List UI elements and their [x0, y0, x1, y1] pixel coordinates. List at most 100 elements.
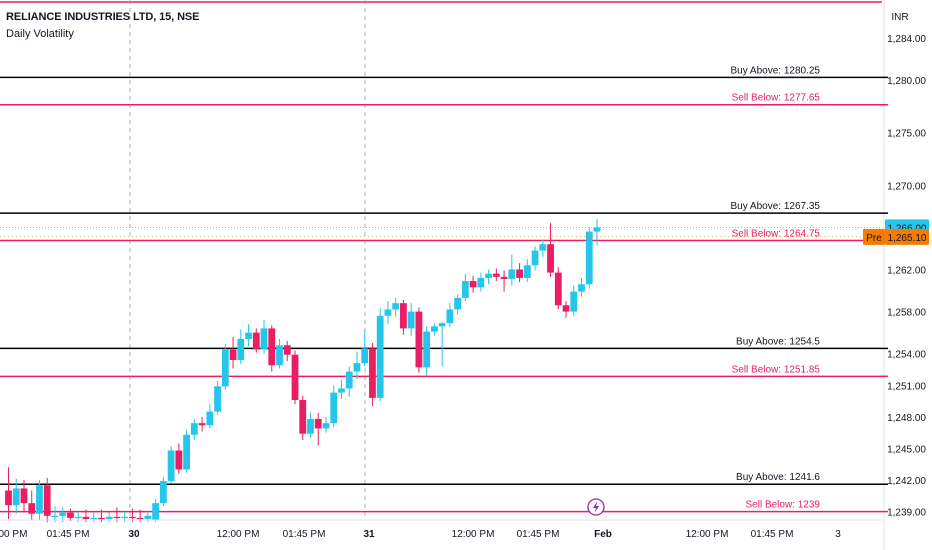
time-axis[interactable]: 12:00 PM 01:45 PM 30 12:00 PM 01:45 PM 31 12:0… [0, 519, 882, 540]
event-marker[interactable] [587, 498, 605, 516]
candle-body [12, 488, 20, 506]
candle-body [252, 332, 260, 350]
candle-body [469, 281, 477, 288]
y-tick-label: 1,258.00 [887, 308, 926, 319]
candle-body [438, 323, 446, 327]
candle-body [361, 348, 369, 364]
y-tick-label: 1,262.00 [887, 265, 926, 276]
candle-body [345, 371, 353, 389]
candle-body [330, 392, 338, 424]
x-tick-label: 12:00 PM [452, 529, 495, 540]
candle-body [74, 516, 82, 519]
buy-level-label: Buy Above: 1241.6 [736, 472, 820, 483]
candle-body [237, 338, 245, 360]
candle-body [562, 305, 570, 312]
candle-body [570, 291, 578, 312]
candle-body [578, 284, 585, 292]
candle-body [392, 303, 400, 310]
buy-level-label: Buy Above: 1267.35 [730, 201, 820, 212]
candle-body [283, 345, 291, 355]
x-tick-label: 30 [128, 529, 140, 540]
candle-body [43, 485, 51, 516]
candle-body [291, 354, 299, 400]
y-tick-label: 1,245.00 [887, 444, 926, 455]
candle-body [314, 418, 322, 429]
x-tick-label: 01:45 PM [283, 529, 326, 540]
candle-body [221, 349, 229, 387]
x-tick-label: 01:45 PM [751, 529, 794, 540]
candle-body [508, 269, 516, 279]
candle-body [430, 326, 438, 332]
buy-level-label: Buy Above: 1254.5 [736, 336, 820, 347]
candle-body [214, 386, 221, 412]
sell-level-label: Sell Below: 1264.75 [732, 229, 821, 240]
candle-body [593, 227, 601, 232]
candle-body [500, 276, 508, 279]
candle-body [539, 244, 547, 251]
sell-level-label: Sell Below: 1239 [746, 500, 821, 511]
x-tick-label: 31 [363, 529, 375, 540]
candle-body [276, 345, 283, 366]
candle-body [144, 515, 152, 519]
y-tick-label: 1,239.00 [887, 508, 926, 519]
candle-body [67, 512, 74, 518]
price-lines [0, 226, 882, 238]
candle-body [492, 273, 500, 277]
candle-body [407, 311, 415, 329]
session-separators [0, 0, 882, 520]
candle-body [198, 423, 206, 426]
candle-body [307, 418, 314, 434]
indicator-name[interactable]: Daily Volatility [6, 28, 74, 40]
candle-body [28, 503, 36, 514]
y-tick-label: 1,275.00 [887, 129, 926, 140]
candle-body [547, 244, 554, 273]
currency-label[interactable]: INR [891, 12, 909, 23]
candle-body [36, 485, 43, 514]
candle-body [369, 348, 376, 398]
y-tick-label: 1,251.00 [887, 381, 926, 392]
candle-body [516, 269, 523, 278]
candle-body [175, 450, 183, 470]
x-tick-label: 12:00 PM [0, 529, 27, 540]
candle-body [245, 332, 252, 339]
candle-body [415, 311, 423, 368]
candle-body [51, 515, 59, 517]
price-axis[interactable]: 1,239.00 1,242.00 1,245.00 1,248.00 1,251.00… [882, 0, 926, 550]
candle-body [206, 411, 214, 426]
x-tick-label: 3 [835, 529, 841, 540]
candle-body [121, 516, 129, 519]
candle-body [531, 250, 539, 266]
candle-body [5, 490, 12, 506]
level-lines: Buy Above: 1280.25 Sell Below: 1277.65 Buy… [0, 65, 882, 513]
price-badges: 1,266.00Pre1,265.10 [863, 219, 929, 245]
x-tick-label: Feb [594, 529, 612, 540]
candle-body [322, 423, 330, 429]
candle-body [384, 309, 392, 316]
y-tick-label: 1,280.00 [887, 76, 926, 87]
x-tick-label: 01:45 PM [517, 529, 560, 540]
y-tick-label: 1,242.00 [887, 476, 926, 487]
candle-body [353, 363, 361, 372]
candle-body [523, 265, 531, 278]
candle-body [229, 349, 237, 360]
buy-level-label: Buy Above: 1280.25 [730, 65, 820, 76]
candle-body [299, 400, 307, 434]
premarket-price-badge [885, 228, 929, 245]
symbol-title[interactable]: RELIANCE INDUSTRIES LTD, 15, NSE [6, 11, 200, 23]
candle-body [159, 481, 167, 504]
candle-body [338, 388, 345, 393]
candle-body [136, 517, 144, 520]
sell-level-label: Sell Below: 1277.65 [732, 93, 821, 104]
candle-body [461, 281, 469, 298]
candle-body [152, 503, 160, 520]
candle-body [190, 423, 198, 435]
candle-body [183, 434, 190, 470]
candle-body [128, 516, 136, 519]
candle-body [454, 297, 462, 310]
candle-body [477, 277, 485, 288]
premarket-tag-badge [863, 228, 885, 245]
x-tick-label: 12:00 PM [217, 529, 260, 540]
candle-body [485, 273, 492, 278]
candle-body [167, 450, 175, 482]
